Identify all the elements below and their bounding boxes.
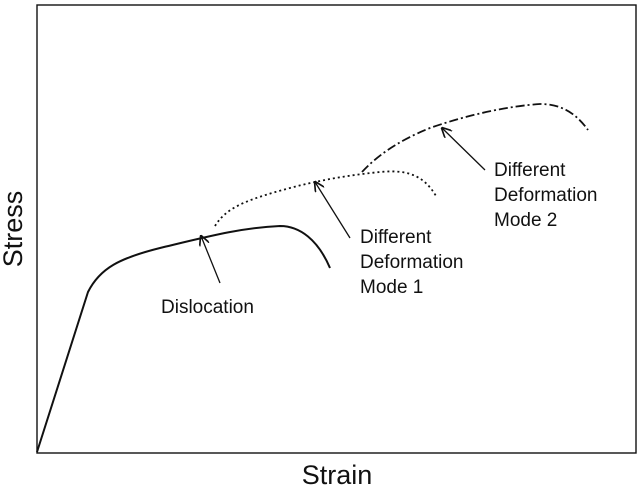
mode2-arrow	[442, 128, 486, 171]
deformation-mode-1-curve	[214, 170, 437, 227]
dislocation-label: Dislocation	[161, 297, 254, 318]
mode1-label-line-3: Mode 1	[360, 277, 423, 298]
mode1-label-line-2: Deformation	[360, 252, 464, 273]
deformation-mode-2-curve	[361, 103, 589, 173]
y-axis-label: Stress	[0, 191, 28, 268]
mode1-arrow	[315, 182, 351, 239]
dislocation-label-line-1: Dislocation	[161, 297, 254, 318]
dislocation-curve	[36, 224, 331, 453]
plot-frame	[36, 4, 637, 454]
mode2-label-line-1: Different	[494, 160, 566, 181]
x-axis-label: Strain	[302, 460, 373, 490]
mode1-label: Different Deformation Mode 1	[360, 227, 469, 298]
mode2-label-line-3: Mode 2	[494, 210, 557, 231]
mode2-label-line-2: Deformation	[494, 185, 598, 206]
mode1-label-line-1: Different	[360, 227, 432, 248]
mode2-label: Different Deformation Mode 2	[494, 160, 603, 231]
dislocation-arrow	[201, 236, 221, 284]
